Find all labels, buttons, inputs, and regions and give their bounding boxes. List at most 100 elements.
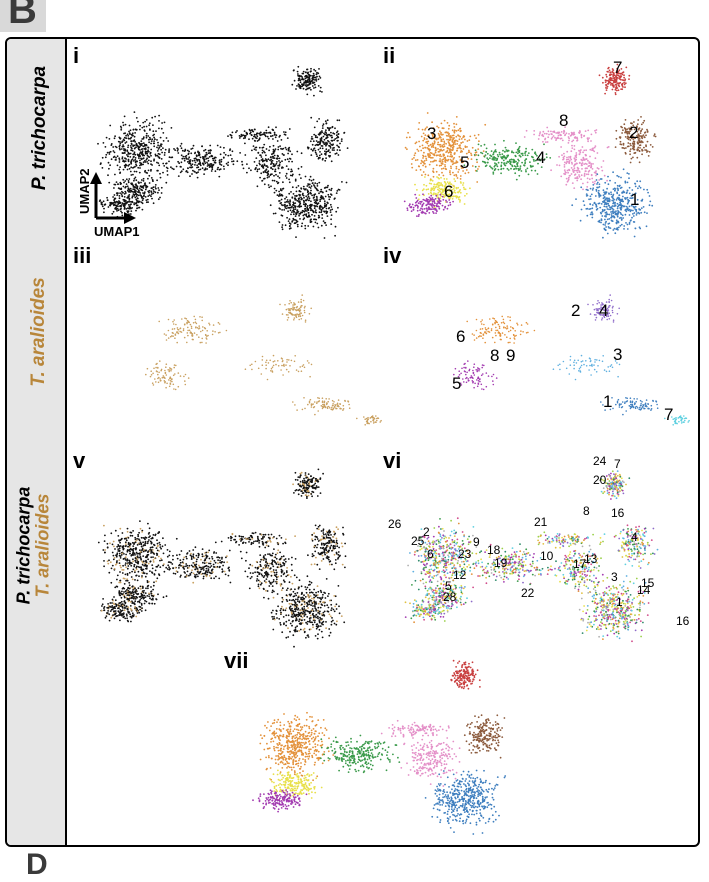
scatter-point [163,165,166,167]
scatter-point [310,185,313,188]
scatter-point [132,144,135,147]
scatter-point [265,154,267,157]
scatter-point [209,562,212,565]
scatter-point [186,171,189,174]
scatter-point [148,527,151,530]
scatter-point [134,605,137,608]
scatter-point [406,209,409,212]
scatter-point [133,543,135,545]
scatter-point [294,178,297,181]
scatter-point [453,157,455,159]
scatter-point [321,131,323,134]
scatter-point [594,157,597,160]
scatter-point [193,157,196,160]
scatter-point [563,130,565,133]
scatter-point [570,158,573,161]
scatter-point [138,206,141,209]
scatter-point [594,180,596,183]
scatter-point [108,167,110,170]
scatter-point [133,170,136,173]
scatter-point [139,608,142,611]
scatter-point [620,216,622,219]
scatter-point [221,568,224,571]
scatter-point [512,158,515,161]
scatter-point [576,139,578,142]
scatter-point [519,167,522,170]
scatter-point [112,540,115,543]
scatter-point [118,195,121,197]
scatter-point [120,128,123,131]
scatter-point [129,591,132,593]
scatter-point [542,140,544,143]
scatter-point [248,167,250,170]
scatter-point [610,219,613,222]
scatter-point [133,563,136,566]
scatter-point [614,232,617,235]
scatter-point [494,156,496,159]
scatter-point [213,559,216,562]
scatter-point [115,205,118,207]
scatter-point [292,204,295,206]
scatter-point [176,149,179,152]
scatter-point [206,153,208,156]
scatter-point [197,166,200,169]
scatter-point [158,114,161,117]
scatter-point [128,546,131,548]
scatter-point [190,152,193,155]
scatter-point [290,206,292,209]
figure-frame [5,37,700,847]
scatter-point [313,193,316,196]
scatter-point [132,591,135,594]
scatter-point [152,202,155,205]
scatter-point [279,193,281,195]
scatter-point [324,159,327,162]
scatter-point [304,227,307,230]
scatter-point [595,179,598,181]
scatter-point [225,162,228,165]
scatter-point [127,155,129,158]
scatter-point [289,223,292,225]
scatter-point [285,177,288,179]
scatter-point [112,150,115,152]
scatter-point [319,142,321,145]
scatter-point [135,164,138,167]
scatter-point [156,565,159,568]
scatter-point [145,125,148,128]
scatter-point [146,198,149,201]
scatter-point [142,136,145,139]
scatter-point [103,524,105,527]
scatter-point [440,140,443,143]
scatter-point [422,139,425,142]
scatter-point [336,144,338,147]
scatter-point [149,128,151,131]
scatter-point [600,219,603,222]
scatter-point [458,147,460,149]
scatter-point [140,602,143,605]
scatter-point [500,157,503,159]
scatter-point [497,155,500,158]
scatter-point [477,168,479,170]
scatter-point [289,224,291,227]
scatter-point [564,173,567,176]
scatter-point [269,145,271,148]
scatter-point [335,152,338,155]
scatter-point [430,208,432,211]
scatter-point [174,149,177,152]
scatter-point [268,149,270,152]
scatter-point [272,163,275,165]
scatter-point [578,149,580,152]
scatter-point [531,148,534,151]
scatter-point [204,155,207,158]
scatter-point [304,84,307,86]
scatter-point [328,198,331,201]
scatter-point [283,131,285,133]
scatter-point [289,227,292,230]
scatter-point [143,129,146,132]
scatter-point [129,550,131,553]
scatter-point [126,150,129,153]
scatter-point [606,179,608,182]
scatter-point [310,70,312,73]
scatter-point [559,134,562,137]
scatter-point [101,201,103,204]
scatter-point [455,173,457,176]
